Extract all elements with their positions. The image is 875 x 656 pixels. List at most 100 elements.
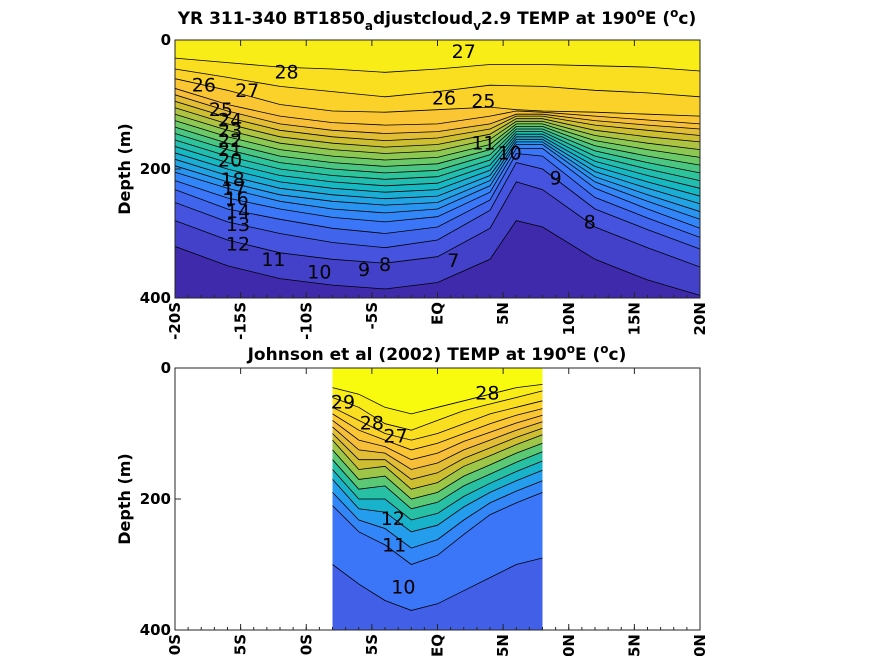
contour-label: 8 xyxy=(584,211,596,233)
y-tick-label: 0 xyxy=(161,31,171,49)
isotherm-line xyxy=(175,136,700,197)
contour-label: 11 xyxy=(471,133,495,155)
isotherm-line xyxy=(332,434,543,490)
y-axis-label: Depth (m) xyxy=(115,123,134,215)
fill-band xyxy=(332,368,543,414)
fill-band xyxy=(175,40,700,73)
contour-label: 11 xyxy=(382,534,406,556)
isotherm-line xyxy=(332,469,543,533)
isotherm-line xyxy=(175,78,700,117)
isotherm-line xyxy=(332,492,543,565)
isotherm-line xyxy=(332,414,543,461)
isotherm-line xyxy=(332,408,543,451)
isotherm-line xyxy=(175,128,700,174)
temperature-field xyxy=(175,40,700,298)
contour-label: 26 xyxy=(432,88,456,110)
y-tick-label: 200 xyxy=(140,160,171,178)
isotherm-line xyxy=(332,442,543,500)
contour-label: 10 xyxy=(391,576,415,598)
contour-label: 10 xyxy=(498,142,522,164)
x-tick-label: -20S xyxy=(166,634,184,656)
x-tick-label: -10S xyxy=(297,302,315,340)
panel1-title: YR 311-340 BT1850adjustcloudv2.9 TEMP at… xyxy=(177,6,697,33)
isotherm-line xyxy=(332,427,543,480)
panel2-title: Johnson et al (2002) TEMP at 190oE (oc) xyxy=(247,342,627,365)
isotherm-line xyxy=(175,144,700,220)
x-tick-label: 20N xyxy=(691,302,709,335)
isotherm-line xyxy=(332,480,543,549)
contour-label: 20 xyxy=(218,149,242,171)
isotherm-line xyxy=(175,131,700,181)
ticks: 0 200 400-20S -15S -10S -5S EQ 5N 10N 15N 20N xyxy=(140,359,709,656)
y-tick-label: 0 xyxy=(161,359,171,377)
isotherm-line xyxy=(332,451,543,510)
x-tick-label: 5N xyxy=(494,634,512,656)
isotherm-line xyxy=(175,162,700,250)
isotherm-line xyxy=(175,88,700,126)
contour-label: 24 xyxy=(218,109,242,131)
contour-label: 23 xyxy=(218,120,242,142)
isotherm-line xyxy=(175,153,700,238)
x-tick-label: -5S xyxy=(363,634,381,656)
isotherm-line xyxy=(332,557,543,611)
contour-label: 27 xyxy=(383,426,407,448)
contour-label: 21 xyxy=(218,139,242,161)
isotherm-line xyxy=(175,138,700,205)
x-tick-label: 10N xyxy=(560,302,578,335)
contour-label: 25 xyxy=(471,91,495,113)
contour-label: 12 xyxy=(226,233,250,255)
isotherm-line xyxy=(332,421,543,470)
y-tick-label: 400 xyxy=(140,289,171,307)
x-tick-label: -20S xyxy=(166,302,184,340)
isotherm-line xyxy=(332,390,543,431)
x-tick-label: 15N xyxy=(625,302,643,335)
panel-observations: Johnson et al (2002) TEMP at 190oE (oc) … xyxy=(115,342,709,656)
contour-label: 10 xyxy=(307,262,331,284)
panel-model: YR 311-340 BT1850adjustcloudv2.9 TEMP at… xyxy=(115,6,709,340)
x-tick-label: -15S xyxy=(232,634,250,656)
y-axis-label: Depth (m) xyxy=(115,453,134,545)
isotherm-line xyxy=(175,220,700,296)
contour-label: 28 xyxy=(360,413,384,435)
contour-label: 25 xyxy=(209,99,233,121)
contour-label: 7 xyxy=(447,250,459,272)
isotherm-line xyxy=(175,113,700,154)
isotherm-line xyxy=(175,100,700,142)
isotherm-line xyxy=(175,57,700,73)
isotherm-line xyxy=(175,133,700,189)
x-tick-label: -15S xyxy=(232,302,250,340)
isotherm-line xyxy=(175,107,700,148)
x-tick-label: EQ xyxy=(429,634,447,656)
isotherms xyxy=(175,57,700,296)
contour-label: 9 xyxy=(550,167,562,189)
contour-label: 29 xyxy=(331,392,355,414)
contour-label: 12 xyxy=(381,508,405,530)
y-tick-label: 400 xyxy=(140,621,171,639)
contour-label: 8 xyxy=(379,254,391,276)
contour-label: 27 xyxy=(235,80,259,102)
contour-label: 13 xyxy=(226,214,250,236)
x-tick-label: 10N xyxy=(560,634,578,656)
isotherm-line xyxy=(175,141,700,212)
isotherm-line xyxy=(175,181,700,268)
contour-label: 18 xyxy=(221,169,245,191)
contour-label: 17 xyxy=(222,178,246,200)
contour-label: 9 xyxy=(358,259,370,281)
contour-label: 28 xyxy=(475,382,499,404)
isotherm-line xyxy=(175,126,700,167)
isotherms xyxy=(332,384,543,611)
isotherm-line xyxy=(332,400,543,441)
contour-label: 14 xyxy=(226,201,250,223)
contour-label: 28 xyxy=(274,62,298,84)
isotherm-line xyxy=(175,120,700,161)
isotherm-line xyxy=(332,384,543,415)
contour-label: 16 xyxy=(225,188,249,210)
x-tick-label: 15N xyxy=(625,634,643,656)
x-tick-label: 20N xyxy=(691,634,709,656)
ticks: 0 200 400-20S -15S -10S -5S EQ 5N 10N 15N 20N xyxy=(140,31,709,340)
temperature-field xyxy=(332,368,543,630)
x-tick-label: -10S xyxy=(297,634,315,656)
